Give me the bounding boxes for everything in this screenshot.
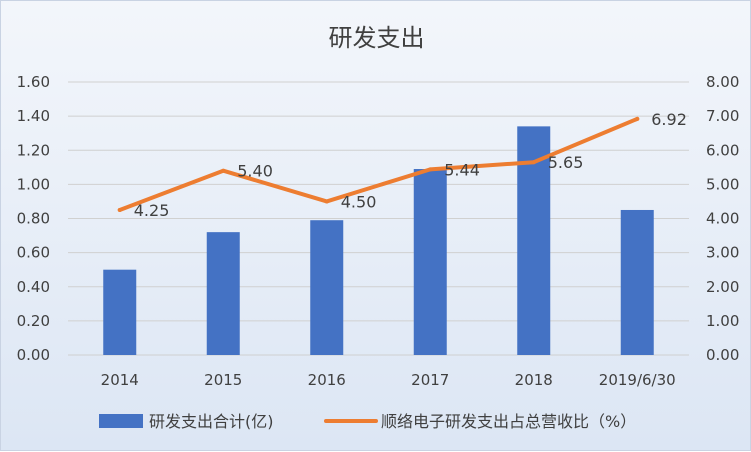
data-label: 5.40 [237, 162, 273, 181]
legend-label-bar: 研发支出合计(亿) [149, 412, 274, 431]
data-label: 4.50 [341, 192, 377, 211]
series-line [117, 116, 640, 212]
y-right-tick-label: 0.00 [706, 346, 739, 364]
x-tick-label: 2018 [515, 371, 553, 389]
data-label: 4.25 [134, 201, 170, 220]
line-point [428, 167, 433, 172]
line-point [531, 160, 536, 165]
y-right-tick-label: 6.00 [706, 141, 739, 159]
y-left-tick-label: 0.40 [17, 278, 50, 296]
x-tick-label: 2019/6/30 [599, 371, 676, 389]
line-point [324, 199, 329, 204]
bar [310, 220, 344, 355]
line-point [635, 116, 640, 121]
y-right-tick-label: 7.00 [706, 107, 739, 125]
y-right-tick-label: 2.00 [706, 278, 739, 296]
line-point [117, 207, 122, 212]
y-right-tick-label: 4.00 [706, 210, 739, 228]
x-tick-label: 2017 [411, 371, 449, 389]
y-left-tick-label: 1.40 [17, 107, 50, 125]
bar [620, 209, 654, 355]
data-label: 5.65 [548, 153, 584, 172]
bar [206, 232, 240, 355]
bar [413, 169, 447, 355]
legend-swatch-bar [99, 414, 143, 428]
legend-label-line: 顺络电子研发支出占总营收比（%） [381, 412, 636, 431]
y-right-tick-label: 8.00 [706, 73, 739, 91]
x-tick-label: 2015 [204, 371, 242, 389]
y-right-tick-label: 3.00 [706, 244, 739, 262]
y-left-tick-label: 1.20 [17, 141, 50, 159]
bar [103, 269, 137, 355]
data-label: 6.92 [651, 110, 687, 129]
x-tick-label: 2016 [308, 371, 346, 389]
y-left-tick-label: 0.60 [17, 244, 50, 262]
line-point [221, 168, 226, 173]
data-label: 5.44 [444, 160, 480, 179]
y-left-tick-label: 0.80 [17, 210, 50, 228]
y-right-tick-label: 1.00 [706, 312, 739, 330]
y-left-tick-label: 0.00 [17, 346, 50, 364]
y-left-tick-label: 1.00 [17, 175, 50, 193]
y-left-tick-label: 1.60 [17, 73, 50, 91]
y-left-tick-label: 0.20 [17, 312, 50, 330]
y-right-tick-label: 5.00 [706, 175, 739, 193]
chart-title: 研发支出 [328, 24, 425, 52]
x-tick-label: 2014 [101, 371, 139, 389]
